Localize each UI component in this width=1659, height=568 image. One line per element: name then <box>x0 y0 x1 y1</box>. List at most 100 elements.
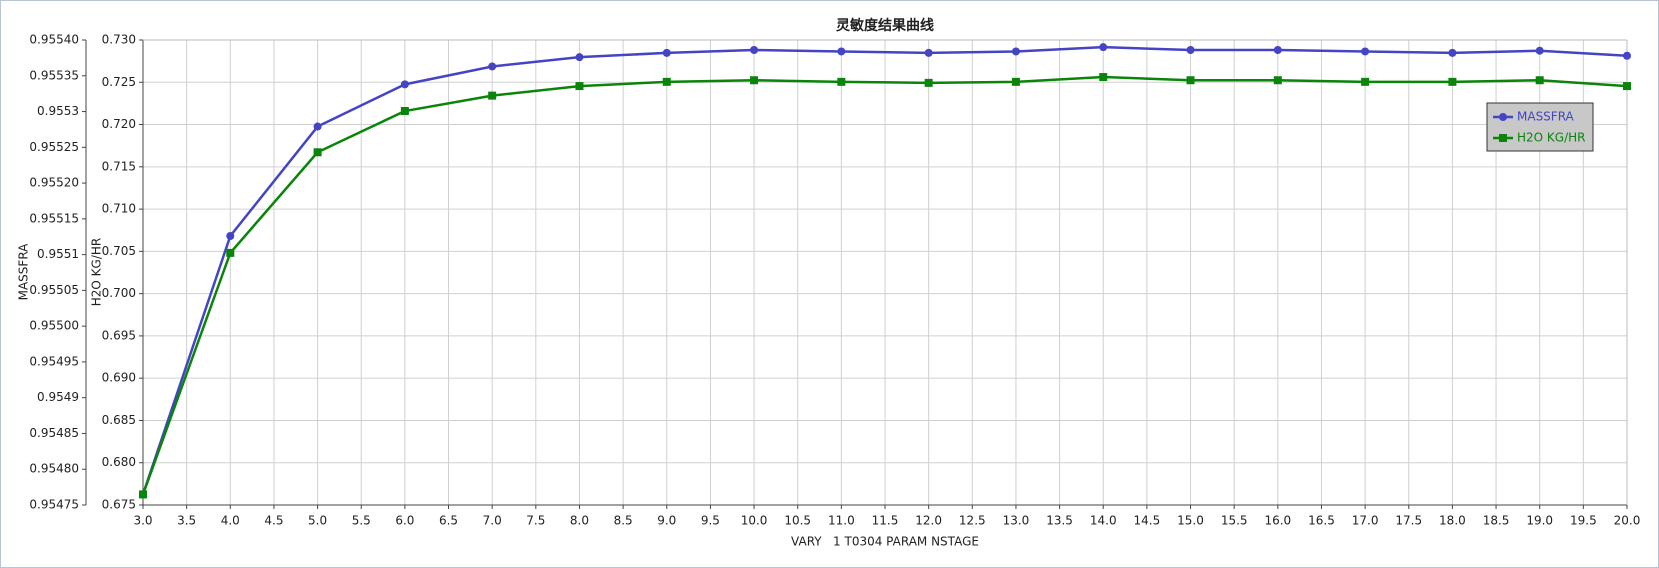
point-marker <box>488 91 497 100</box>
point-marker <box>1448 77 1457 86</box>
x-tick-label: 9.0 <box>657 514 676 528</box>
y-tick-label: 0.95475 <box>29 498 79 512</box>
y2-tick-label: 0.730 <box>102 33 136 47</box>
point-marker <box>139 490 147 499</box>
point-marker <box>1186 76 1195 85</box>
point-marker <box>662 48 671 57</box>
y-tick-label: 0.95500 <box>29 319 79 333</box>
x-tick-label: 11.5 <box>872 514 899 528</box>
y2-tick-label: 0.705 <box>102 244 136 258</box>
point-marker <box>750 76 759 85</box>
x-tick-label: 9.5 <box>701 514 720 528</box>
y-tick-label: 0.9549 <box>37 390 79 404</box>
y2-tick-label: 0.715 <box>102 159 136 173</box>
point-marker <box>400 80 409 89</box>
y-tick-label: 0.95495 <box>29 354 79 368</box>
x-tick-label: 18.0 <box>1439 514 1466 528</box>
point-marker <box>1273 46 1282 55</box>
y-tick-label: 0.95520 <box>29 176 79 190</box>
point-marker <box>226 232 235 241</box>
point-marker <box>226 248 235 257</box>
y-tick-label: 0.95505 <box>29 283 79 297</box>
point-marker <box>575 53 584 62</box>
x-tick-label: 18.5 <box>1483 514 1510 528</box>
x-tick-label: 5.0 <box>308 514 327 528</box>
point-marker <box>837 47 846 56</box>
point-marker <box>1273 76 1282 85</box>
point-marker <box>924 48 933 57</box>
point-marker <box>1186 46 1195 55</box>
legend-label: MASSFRA <box>1517 110 1575 124</box>
legend: MASSFRA H2O KG/HR <box>1486 102 1594 152</box>
point-marker <box>1623 82 1631 91</box>
x-tick-label: 12.5 <box>959 514 986 528</box>
y-tick-label: 0.9553 <box>37 104 79 118</box>
x-tick-label: 20.0 <box>1614 514 1641 528</box>
x-tick-label: 6.5 <box>439 514 458 528</box>
point-marker <box>1361 47 1370 56</box>
y2-tick-label: 0.685 <box>102 413 136 427</box>
point-marker <box>313 122 322 131</box>
point-marker <box>1623 51 1631 60</box>
chart-title: 灵敏度结果曲线 <box>836 17 934 34</box>
point-marker <box>1011 47 1020 56</box>
point-marker <box>837 77 846 86</box>
y-tick-label: 0.95515 <box>29 211 79 225</box>
point-marker <box>924 78 933 87</box>
x-tick-label: 3.0 <box>133 514 152 528</box>
point-marker <box>662 77 671 86</box>
x-tick-label: 4.0 <box>221 514 240 528</box>
y-tick-label: 0.95540 <box>29 33 79 47</box>
x-tick-label: 10.5 <box>784 514 811 528</box>
x-tick-label: 19.5 <box>1570 514 1597 528</box>
x-tick-label: 14.5 <box>1134 514 1161 528</box>
legend-marker <box>1499 134 1507 142</box>
y2-tick-label: 0.690 <box>102 371 136 385</box>
x-tick-label: 6.0 <box>395 514 414 528</box>
x-tick-label: 10.0 <box>741 514 768 528</box>
series-line <box>141 45 1628 495</box>
point-marker <box>1448 48 1457 57</box>
y2-tick-label: 0.680 <box>102 455 136 469</box>
x-tick-label: 19.0 <box>1526 514 1553 528</box>
x-tick-label: 7.0 <box>483 514 502 528</box>
point-marker <box>313 148 322 157</box>
x-tick-label: 8.5 <box>614 514 633 528</box>
x-tick-label: 11.0 <box>828 514 855 528</box>
y2-axis-label: H2O KG/HR <box>90 238 104 307</box>
y-tick-label: 0.9551 <box>37 247 79 261</box>
x-axis-label: VARY 1 T0304 PARAM NSTAGE <box>791 535 979 549</box>
point-marker <box>1099 43 1108 52</box>
point-marker <box>575 82 584 91</box>
point-marker <box>400 107 409 116</box>
y2-tick-label: 0.700 <box>102 286 136 300</box>
x-tick-label: 13.5 <box>1046 514 1073 528</box>
point-marker <box>1535 46 1544 55</box>
x-tick-label: 5.5 <box>352 514 371 528</box>
y-axis-label: MASSFRA <box>17 243 31 301</box>
point-marker <box>1361 77 1370 86</box>
x-tick-label: 3.5 <box>177 514 196 528</box>
y2-tick-label: 0.695 <box>102 328 136 342</box>
point-marker <box>488 62 497 71</box>
legend-marker <box>1499 113 1507 121</box>
point-marker <box>1099 73 1108 82</box>
x-tick-label: 8.0 <box>570 514 589 528</box>
y2-tick-label: 0.675 <box>102 498 136 512</box>
point-marker <box>1011 77 1020 86</box>
x-tick-label: 15.5 <box>1221 514 1248 528</box>
point-marker <box>750 46 759 55</box>
y-tick-label: 0.95485 <box>29 426 79 440</box>
legend-box <box>1486 102 1594 152</box>
y2-tick-label: 0.710 <box>102 202 136 216</box>
x-tick-label: 4.5 <box>264 514 283 528</box>
y-tick-label: 0.95535 <box>29 68 79 82</box>
y2-tick-label: 0.725 <box>102 75 136 89</box>
y2-tick-label: 0.720 <box>102 117 136 131</box>
series-line <box>141 75 1628 495</box>
x-tick-label: 14.0 <box>1090 514 1117 528</box>
x-tick-label: 12.0 <box>915 514 942 528</box>
x-tick-label: 17.0 <box>1352 514 1379 528</box>
